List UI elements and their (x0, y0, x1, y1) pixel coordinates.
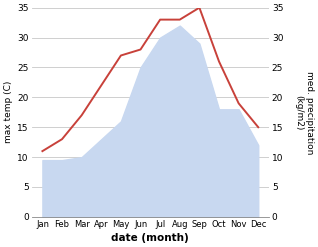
X-axis label: date (month): date (month) (111, 233, 189, 243)
Y-axis label: max temp (C): max temp (C) (4, 81, 13, 144)
Y-axis label: med. precipitation
(kg/m2): med. precipitation (kg/m2) (294, 71, 314, 154)
